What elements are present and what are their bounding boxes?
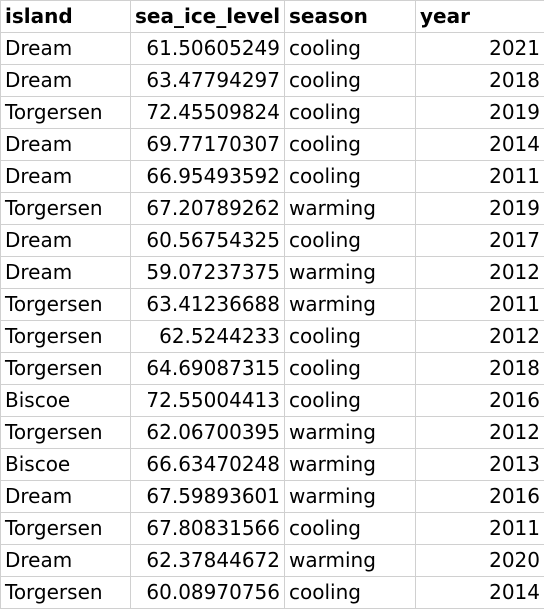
cell-season[interactable]: cooling — [284, 96, 416, 129]
cell-season[interactable]: warming — [284, 544, 416, 577]
cell-island[interactable]: Torgersen — [0, 320, 131, 353]
cell-year[interactable]: 2013 — [415, 448, 544, 481]
table-row: Dream 63.47794297 cooling 2018 — [0, 64, 544, 97]
cell-year[interactable]: 2021 — [415, 32, 544, 65]
cell-year[interactable]: 2019 — [415, 96, 544, 129]
header-sea-ice-level[interactable]: sea_ice_level — [130, 0, 285, 33]
table-row: Torgersen 67.20789262 warming 2019 — [0, 192, 544, 225]
cell-sea-ice-level[interactable]: 72.45509824 — [130, 96, 285, 129]
cell-island[interactable]: Torgersen — [0, 288, 131, 321]
cell-year[interactable]: 2016 — [415, 480, 544, 513]
cell-sea-ice-level[interactable]: 67.59893601 — [130, 480, 285, 513]
cell-island[interactable]: Torgersen — [0, 352, 131, 385]
cell-year[interactable]: 2014 — [415, 576, 544, 609]
table-row: Torgersen 63.41236688 warming 2011 — [0, 288, 544, 321]
table-body: Dream 61.50605249 cooling 2021 Dream 63.47794… — [0, 32, 544, 609]
cell-season[interactable]: cooling — [284, 224, 416, 257]
header-row: island sea_ice_level season year — [0, 0, 544, 33]
table-row: Dream 69.77170307 cooling 2014 — [0, 128, 544, 161]
cell-sea-ice-level[interactable]: 59.07237375 — [130, 256, 285, 289]
cell-island[interactable]: Torgersen — [0, 192, 131, 225]
cell-year[interactable]: 2019 — [415, 192, 544, 225]
cell-island[interactable]: Dream — [0, 160, 131, 193]
cell-year[interactable]: 2016 — [415, 384, 544, 417]
cell-sea-ice-level[interactable]: 62.5244233 — [130, 320, 285, 353]
table-row: Dream 61.50605249 cooling 2021 — [0, 32, 544, 65]
cell-sea-ice-level[interactable]: 66.95493592 — [130, 160, 285, 193]
table-row: Torgersen 62.06700395 warming 2012 — [0, 416, 544, 449]
cell-season[interactable]: cooling — [284, 32, 416, 65]
cell-sea-ice-level[interactable]: 62.06700395 — [130, 416, 285, 449]
cell-sea-ice-level[interactable]: 63.41236688 — [130, 288, 285, 321]
cell-season[interactable]: cooling — [284, 576, 416, 609]
cell-island[interactable]: Dream — [0, 128, 131, 161]
table-row: Biscoe 66.63470248 warming 2013 — [0, 448, 544, 481]
cell-sea-ice-level[interactable]: 61.50605249 — [130, 32, 285, 65]
cell-island[interactable]: Dream — [0, 480, 131, 513]
cell-season[interactable]: cooling — [284, 128, 416, 161]
cell-island[interactable]: Torgersen — [0, 576, 131, 609]
cell-year[interactable]: 2012 — [415, 256, 544, 289]
cell-season[interactable]: warming — [284, 448, 416, 481]
cell-season[interactable]: warming — [284, 288, 416, 321]
table-row: Torgersen 60.08970756 cooling 2014 — [0, 576, 544, 609]
cell-season[interactable]: warming — [284, 480, 416, 513]
cell-season[interactable]: cooling — [284, 160, 416, 193]
cell-island[interactable]: Dream — [0, 256, 131, 289]
cell-sea-ice-level[interactable]: 62.37844672 — [130, 544, 285, 577]
cell-year[interactable]: 2018 — [415, 64, 544, 97]
cell-sea-ice-level[interactable]: 60.56754325 — [130, 224, 285, 257]
table-row: Dream 67.59893601 warming 2016 — [0, 480, 544, 513]
cell-island[interactable]: Biscoe — [0, 384, 131, 417]
cell-sea-ice-level[interactable]: 63.47794297 — [130, 64, 285, 97]
cell-year[interactable]: 2017 — [415, 224, 544, 257]
cell-season[interactable]: warming — [284, 416, 416, 449]
table-row: Dream 66.95493592 cooling 2011 — [0, 160, 544, 193]
table-row: Torgersen 72.45509824 cooling 2019 — [0, 96, 544, 129]
table-row: Torgersen 64.69087315 cooling 2018 — [0, 352, 544, 385]
cell-sea-ice-level[interactable]: 64.69087315 — [130, 352, 285, 385]
cell-year[interactable]: 2011 — [415, 512, 544, 545]
cell-sea-ice-level[interactable]: 67.20789262 — [130, 192, 285, 225]
cell-year[interactable]: 2011 — [415, 288, 544, 321]
cell-year[interactable]: 2014 — [415, 128, 544, 161]
table-row: Dream 60.56754325 cooling 2017 — [0, 224, 544, 257]
cell-sea-ice-level[interactable]: 60.08970756 — [130, 576, 285, 609]
cell-island[interactable]: Dream — [0, 64, 131, 97]
cell-season[interactable]: warming — [284, 256, 416, 289]
cell-sea-ice-level[interactable]: 72.55004413 — [130, 384, 285, 417]
table-header: island sea_ice_level season year — [0, 0, 544, 33]
cell-island[interactable]: Dream — [0, 544, 131, 577]
cell-island[interactable]: Torgersen — [0, 416, 131, 449]
cell-season[interactable]: cooling — [284, 512, 416, 545]
header-season[interactable]: season — [284, 0, 416, 33]
cell-season[interactable]: cooling — [284, 352, 416, 385]
header-year[interactable]: year — [415, 0, 544, 33]
cell-year[interactable]: 2011 — [415, 160, 544, 193]
table-row: Torgersen 67.80831566 cooling 2011 — [0, 512, 544, 545]
cell-year[interactable]: 2018 — [415, 352, 544, 385]
header-island[interactable]: island — [0, 0, 131, 33]
cell-year[interactable]: 2012 — [415, 416, 544, 449]
cell-season[interactable]: cooling — [284, 384, 416, 417]
cell-island[interactable]: Dream — [0, 32, 131, 65]
cell-season[interactable]: warming — [284, 192, 416, 225]
cell-year[interactable]: 2020 — [415, 544, 544, 577]
cell-year[interactable]: 2012 — [415, 320, 544, 353]
table-row: Biscoe 72.55004413 cooling 2016 — [0, 384, 544, 417]
cell-island[interactable]: Dream — [0, 224, 131, 257]
cell-island[interactable]: Biscoe — [0, 448, 131, 481]
cell-sea-ice-level[interactable]: 66.63470248 — [130, 448, 285, 481]
table-row: Dream 62.37844672 warming 2020 — [0, 544, 544, 577]
table-row: Torgersen 62.5244233 cooling 2012 — [0, 320, 544, 353]
cell-sea-ice-level[interactable]: 69.77170307 — [130, 128, 285, 161]
cell-season[interactable]: cooling — [284, 64, 416, 97]
cell-season[interactable]: cooling — [284, 320, 416, 353]
table-row: Dream 59.07237375 warming 2012 — [0, 256, 544, 289]
cell-island[interactable]: Torgersen — [0, 512, 131, 545]
cell-island[interactable]: Torgersen — [0, 96, 131, 129]
cell-sea-ice-level[interactable]: 67.80831566 — [130, 512, 285, 545]
